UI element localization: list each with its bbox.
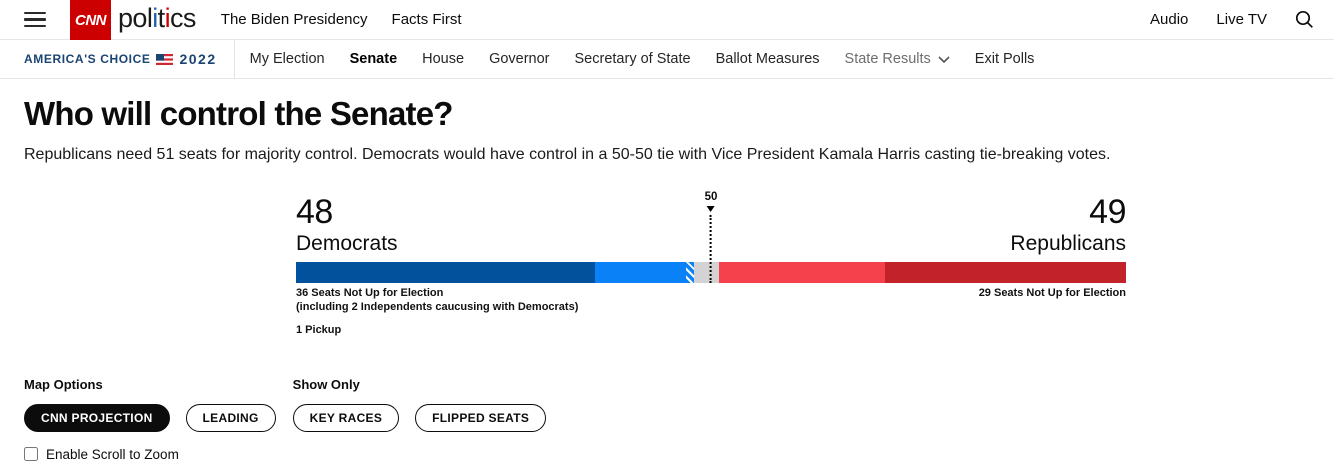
tab-my-election[interactable]: My Election xyxy=(249,51,325,67)
tab-exit-polls[interactable]: Exit Polls xyxy=(974,51,1035,67)
americas-choice-label: AMERICA'S CHOICE xyxy=(24,52,151,66)
enable-scroll-zoom-label: Enable Scroll to Zoom xyxy=(46,446,179,462)
tab-state-results[interactable]: State Results xyxy=(845,51,950,67)
nav-facts-first[interactable]: Facts First xyxy=(391,11,462,28)
democrats-header: 48 Democrats xyxy=(296,195,398,256)
tab-senate[interactable]: Senate xyxy=(349,51,398,67)
dem-not-up-note: 36 Seats Not Up for Election xyxy=(296,287,444,300)
republicans-seat-count: 49 xyxy=(1089,192,1126,231)
election-nav: AMERICA'S CHOICE 2022 My Election Senate… xyxy=(0,40,1334,79)
seat-segment-dem-projected xyxy=(594,262,687,284)
democrats-seat-count: 48 xyxy=(296,192,333,231)
americas-choice-brand: AMERICA'S CHOICE 2022 xyxy=(24,51,217,67)
map-options-group: Map Options CNN PROJECTION LEADING xyxy=(24,377,276,432)
democrats-label: Democrats xyxy=(296,231,398,255)
senate-seat-bar xyxy=(296,262,1126,284)
page-subtitle: Republicans need 51 seats for majority c… xyxy=(24,145,1111,163)
americas-choice-year: 2022 xyxy=(179,51,217,67)
nav-divider xyxy=(233,40,235,78)
top-right-nav: Audio Live TV xyxy=(1150,10,1318,29)
democrats-notes: 36 Seats Not Up for Election (including … xyxy=(296,286,578,337)
leading-button[interactable]: LEADING xyxy=(185,403,276,432)
top-header: CNN politics The Biden Presidency Facts … xyxy=(0,0,1334,40)
state-results-label: State Results xyxy=(844,51,931,67)
map-options-label: Map Options xyxy=(24,376,103,392)
seat-segment-uncalled xyxy=(694,262,720,284)
seat-segment-dem-not-up-for-election xyxy=(296,262,595,284)
nav-live-tv[interactable]: Live TV xyxy=(1216,11,1267,28)
map-controls: Map Options CNN PROJECTION LEADING Show … xyxy=(24,377,1310,432)
show-only-group: Show Only KEY RACES FLIPPED SEATS xyxy=(292,376,547,432)
seat-segment-rep-not-up-for-election xyxy=(885,262,1126,284)
cnn-logo[interactable]: CNN xyxy=(70,0,111,40)
main-content: Who will control the Senate? Republicans… xyxy=(0,95,1334,462)
enable-scroll-zoom-checkbox[interactable] xyxy=(24,447,38,462)
seat-segment-dem-pickup xyxy=(686,262,695,284)
scroll-zoom-row[interactable]: Enable Scroll to Zoom xyxy=(24,447,179,462)
dem-independents-note: (including 2 Independents caucusing with… xyxy=(296,301,579,314)
nav-biden-presidency[interactable]: The Biden Presidency xyxy=(220,11,368,28)
election-nav-items: My Election Senate House Governor Secret… xyxy=(250,50,1035,68)
republicans-header: 49 Republicans xyxy=(1010,195,1126,256)
hamburger-menu-icon[interactable] xyxy=(24,11,46,28)
us-flag-icon xyxy=(156,53,174,65)
dem-pickup-note: 1 Pickup xyxy=(296,323,342,336)
search-icon[interactable] xyxy=(1295,10,1318,29)
politics-logo[interactable]: politics xyxy=(118,2,196,33)
tab-secretary-of-state[interactable]: Secretary of State xyxy=(574,51,691,67)
show-only-label: Show Only xyxy=(292,376,360,392)
cnn-projection-button[interactable]: CNN PROJECTION xyxy=(24,403,170,432)
seat-segment-rep-projected xyxy=(719,262,886,284)
key-races-button[interactable]: KEY RACES xyxy=(292,403,400,432)
cnn-logo-text: CNN xyxy=(75,11,107,29)
nav-audio[interactable]: Audio xyxy=(1150,11,1189,28)
tab-ballot-measures[interactable]: Ballot Measures xyxy=(715,51,820,67)
tab-house[interactable]: House xyxy=(422,51,465,67)
chevron-down-icon xyxy=(938,55,950,63)
tab-governor[interactable]: Governor xyxy=(489,51,550,67)
top-nav: The Biden Presidency Facts First xyxy=(221,11,462,28)
rep-not-up-note: 29 Seats Not Up for Election xyxy=(978,287,1126,300)
flipped-seats-button[interactable]: FLIPPED SEATS xyxy=(415,403,547,432)
republicans-label: Republicans xyxy=(1010,231,1126,255)
page-title: Who will control the Senate? xyxy=(24,95,453,132)
senate-balance-chart: 48 Democrats 49 Republicans 50 36 Seats … xyxy=(296,191,1126,337)
